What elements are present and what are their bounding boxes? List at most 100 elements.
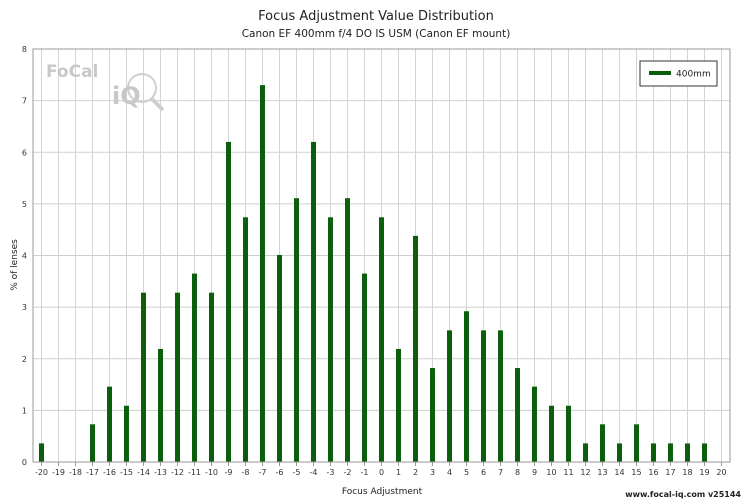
x-tick-label: -13: [154, 468, 167, 477]
x-tick-label: 6: [481, 468, 486, 477]
bar-13: [600, 424, 605, 462]
x-tick-label: 14: [614, 468, 624, 477]
y-axis-title: % of lenses: [10, 239, 20, 291]
x-tick-label: -18: [69, 468, 82, 477]
bar-18: [685, 443, 690, 462]
plot-frame: [32, 48, 731, 463]
bar-17: [668, 443, 673, 462]
bar-16: [651, 443, 656, 462]
bar--5: [294, 198, 299, 463]
y-tick-label: 1: [22, 406, 27, 415]
bar--9: [226, 141, 231, 463]
x-tick-label: 4: [447, 468, 452, 477]
x-tick-labels: -20 -19 -18 -17 -16 -15 -14 -13 -12 -11 -10 -9 -8 -7-…: [35, 468, 727, 477]
bar--17: [90, 424, 95, 462]
y-tick-label: 5: [22, 200, 27, 209]
logo-handle: [150, 97, 165, 112]
bar-15: [634, 424, 639, 462]
x-tick-label: 11: [563, 468, 573, 477]
bar-4: [447, 330, 452, 462]
bar-1: [396, 348, 401, 462]
x-tick-label: 1: [396, 468, 401, 477]
legend: 400mm: [639, 60, 718, 87]
bar--20: [39, 443, 44, 462]
bar--4: [311, 141, 316, 463]
bar--13: [158, 348, 163, 462]
x-tick-label: -10: [205, 468, 218, 477]
x-tick-label: 16: [648, 468, 658, 477]
x-tick-label: 10: [546, 468, 556, 477]
x-tick-label: -19: [52, 468, 65, 477]
bar-11: [566, 405, 571, 462]
bar--6: [277, 254, 282, 462]
bar-9: [532, 386, 537, 462]
x-tick-label: -9: [225, 468, 233, 477]
bar-14: [617, 443, 622, 462]
bar--12: [175, 292, 180, 462]
x-tick-label: -14: [137, 468, 150, 477]
x-tick-label: -8: [242, 468, 250, 477]
x-tick-label: -3: [327, 468, 335, 477]
x-tick-label: 13: [597, 468, 607, 477]
y-tick-label: 6: [22, 148, 27, 157]
logo-text-focal: FoCal: [46, 62, 98, 82]
logo-lens-icon: [127, 73, 157, 103]
bar-6: [481, 330, 486, 462]
bar-2: [413, 235, 418, 462]
x-tick-label: -11: [188, 468, 201, 477]
x-tick-label: -20: [35, 468, 48, 477]
bar--15: [124, 405, 129, 462]
y-tick-label: 3: [22, 303, 27, 312]
x-axis-title: Focus Adjustment: [342, 487, 423, 497]
x-tick-label: 17: [665, 468, 675, 477]
bar-3: [430, 368, 435, 462]
bar--16: [107, 386, 112, 462]
y-tick-label: 0: [22, 458, 27, 467]
bar--11: [192, 273, 197, 462]
x-tick-label: -2: [344, 468, 352, 477]
x-tick-label: 2: [413, 468, 418, 477]
bar--7: [260, 85, 265, 462]
y-tick-label: 2: [22, 355, 27, 364]
bar-19: [702, 443, 707, 462]
x-tick-label: 15: [631, 468, 641, 477]
y-tick-label: 4: [22, 252, 27, 261]
bar--10: [209, 292, 214, 462]
x-tick-label: -6: [276, 468, 284, 477]
x-tick-label: 7: [498, 468, 503, 477]
x-tick-label: 20: [716, 468, 726, 477]
chart-subtitle: Canon EF 400mm f/4 DO IS USM (Canon EF m…: [242, 28, 511, 40]
logo-text-iq: iQ: [112, 82, 141, 110]
bar--2: [345, 198, 350, 463]
bars: [39, 85, 707, 463]
x-tick-label: -1: [361, 468, 369, 477]
x-tick-label: -7: [259, 468, 267, 477]
bar-0: [379, 217, 384, 462]
y-tick-labels: 0 1 2 3 4 5 6 7 8: [22, 45, 27, 467]
x-tick-label: 19: [699, 468, 709, 477]
bar-12: [583, 443, 588, 462]
x-tick-label: -4: [310, 468, 318, 477]
bar-10: [549, 405, 554, 462]
footer-credit: www.focal-iq.com v25144: [625, 490, 741, 499]
legend-label: 400mm: [676, 70, 711, 80]
x-tick-label: -17: [86, 468, 99, 477]
x-tick-label: 3: [430, 468, 435, 477]
watermark-logo: FoCal iQ: [46, 62, 165, 112]
bar--8: [243, 217, 248, 462]
chart-title: Focus Adjustment Value Distribution: [258, 9, 494, 24]
y-tick-label: 7: [22, 97, 27, 106]
x-tick-label: -15: [120, 468, 133, 477]
x-tick-label: -16: [103, 468, 116, 477]
x-tick-label: 9: [532, 468, 537, 477]
bar-8: [515, 368, 520, 462]
x-tick-label: 5: [464, 468, 469, 477]
bar--1: [362, 273, 367, 462]
y-tick-label: 8: [22, 45, 27, 54]
x-tick-label: -12: [171, 468, 184, 477]
x-tick-label: 8: [515, 468, 520, 477]
x-tick-label: -5: [293, 468, 301, 477]
x-tick-label: 12: [580, 468, 590, 477]
x-tick-label: 18: [682, 468, 692, 477]
